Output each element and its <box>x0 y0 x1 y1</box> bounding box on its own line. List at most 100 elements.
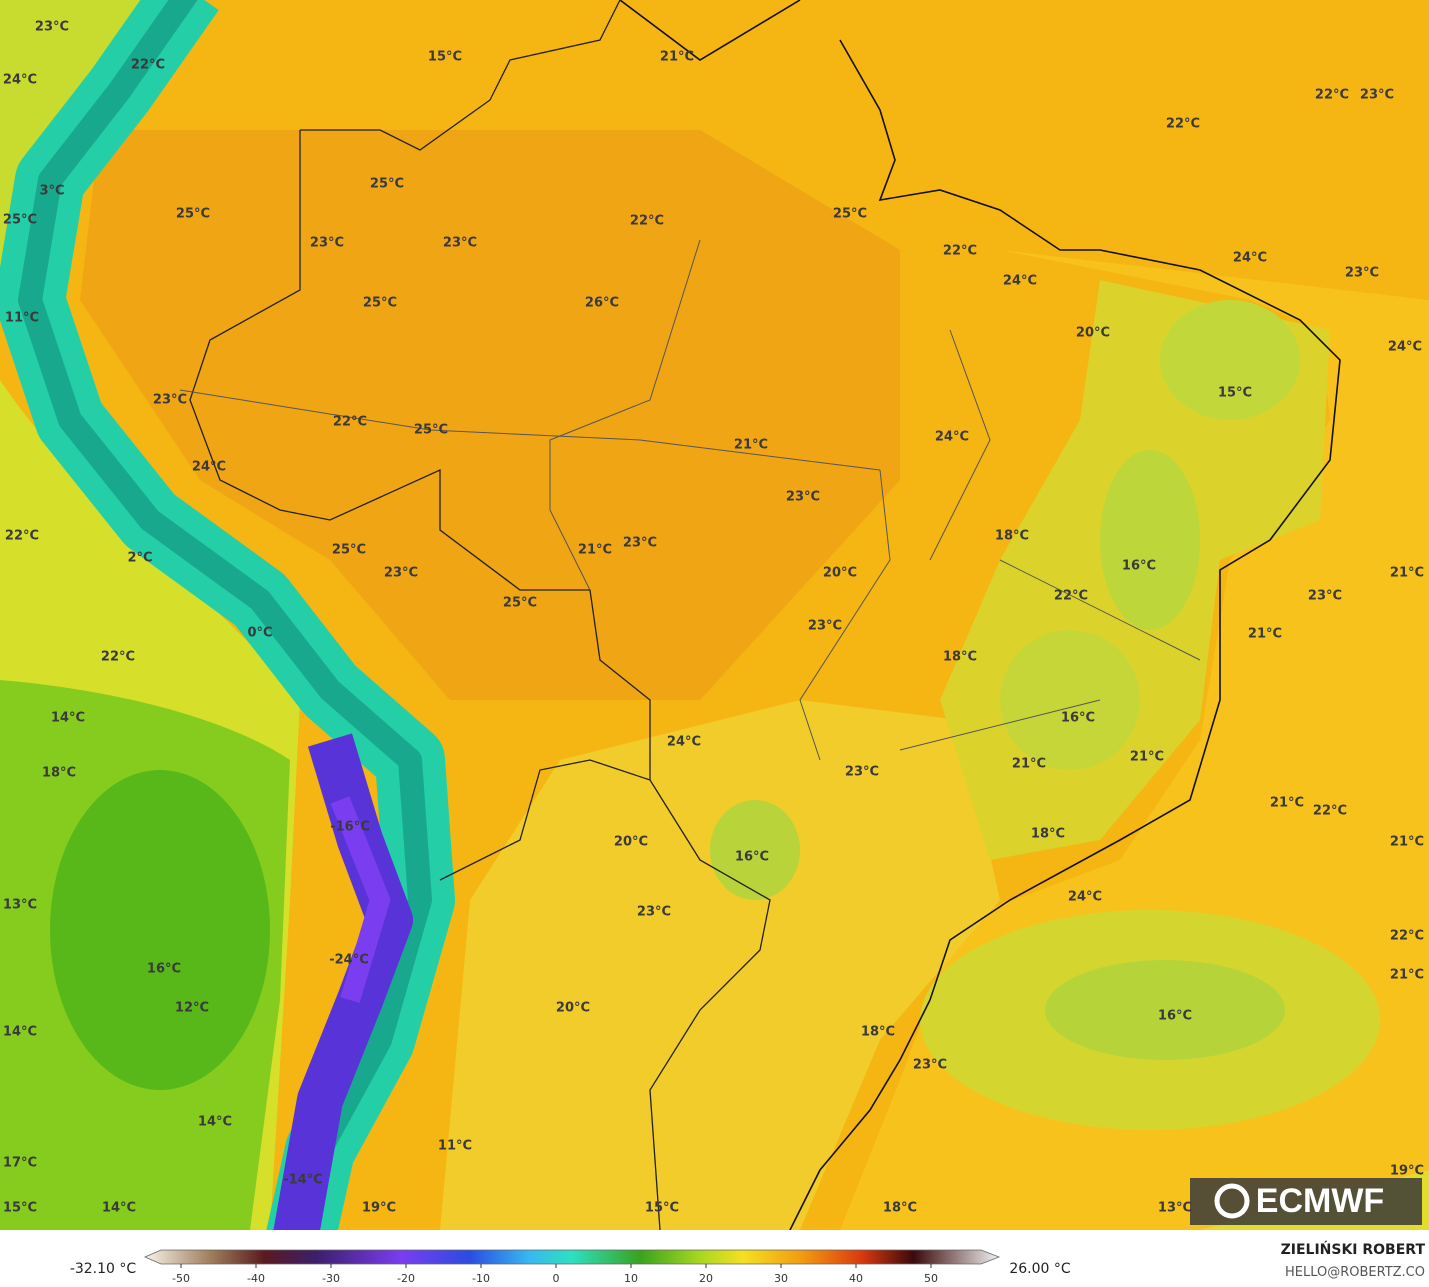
colorbar-tick-label: 10 <box>624 1272 638 1285</box>
temperature-label: 13°C <box>3 898 37 913</box>
temperature-label: 23°C <box>384 566 418 581</box>
temperature-label: 11°C <box>438 1139 472 1154</box>
temperature-label: 21°C <box>660 50 694 65</box>
temperature-label: 23°C <box>637 905 671 920</box>
colorbar-tick-label: -20 <box>397 1272 415 1285</box>
temperature-label: 23°C <box>808 619 842 634</box>
temperature-label: 19°C <box>362 1201 396 1216</box>
temperature-label: 18°C <box>943 650 977 665</box>
temperature-label: 23°C <box>845 765 879 780</box>
temperature-label: 21°C <box>1270 796 1304 811</box>
colorbar-tick-label: -10 <box>472 1272 490 1285</box>
temperature-label: 24°C <box>1068 890 1102 905</box>
temperature-label: 19°C <box>1390 1164 1424 1179</box>
temperature-label: 24°C <box>1388 340 1422 355</box>
temperature-label: 24°C <box>192 460 226 475</box>
temperature-label: 17°C <box>3 1156 37 1171</box>
temperature-label: 21°C <box>578 543 612 558</box>
temperature-label: 25°C <box>176 207 210 222</box>
temperature-label: 14°C <box>51 711 85 726</box>
temperature-label: -24°C <box>329 953 369 968</box>
temperature-label: 25°C <box>3 213 37 228</box>
coastline <box>619 0 1341 1230</box>
temperature-label: 25°C <box>414 423 448 438</box>
temperature-label: 22°C <box>333 415 367 430</box>
colorbar-tick-label: 0 <box>553 1272 560 1285</box>
temperature-label: 16°C <box>735 850 769 865</box>
temperature-label: 23°C <box>443 236 477 251</box>
temperature-label: 21°C <box>1390 566 1424 581</box>
temperature-label: 15°C <box>3 1201 37 1216</box>
temperature-label: 18°C <box>995 529 1029 544</box>
temperature-label: 23°C <box>310 236 344 251</box>
temperature-label: 22°C <box>943 244 977 259</box>
temperature-label: 23°C <box>35 20 69 35</box>
temperature-label: 24°C <box>3 73 37 88</box>
temperature-label: 14°C <box>198 1115 232 1130</box>
temperature-label: 22°C <box>1054 589 1088 604</box>
temperature-label: 14°C <box>3 1025 37 1040</box>
temperature-label: 18°C <box>861 1025 895 1040</box>
temperature-label: 11°C <box>5 311 39 326</box>
temperature-label: 21°C <box>1130 750 1164 765</box>
temperature-label: 21°C <box>1390 835 1424 850</box>
colorbar-tick-label: -50 <box>172 1272 190 1285</box>
temperature-label: 22°C <box>630 214 664 229</box>
colorbar-tick-label: 20 <box>699 1272 713 1285</box>
temperature-label: 23°C <box>913 1058 947 1073</box>
temperature-label: 26°C <box>585 296 619 311</box>
temperature-label: 18°C <box>1031 827 1065 842</box>
temperature-label: 22°C <box>1313 804 1347 819</box>
temperature-label: 22°C <box>1390 929 1424 944</box>
temperature-label: 2°C <box>127 551 152 566</box>
temperature-label: 25°C <box>363 296 397 311</box>
colorbar-tick-label: 50 <box>924 1272 938 1285</box>
temperature-label: -14°C <box>283 1173 323 1188</box>
temperature-label: 22°C <box>1315 88 1349 103</box>
temperature-label: 18°C <box>42 766 76 781</box>
temperature-label: 20°C <box>823 566 857 581</box>
colorbar-min: -32.10 °C <box>70 1261 137 1277</box>
temperature-label: 23°C <box>623 536 657 551</box>
temperature-label: 3°C <box>39 184 64 199</box>
colorbar-tick-label: 30 <box>774 1272 788 1285</box>
temperature-label: 23°C <box>1360 88 1394 103</box>
temperature-label: 25°C <box>833 207 867 222</box>
colorbar-tick-label: 40 <box>849 1272 863 1285</box>
temperature-label: 16°C <box>1158 1009 1192 1024</box>
colorbar-tick-label: -30 <box>322 1272 340 1285</box>
state-lines <box>179 239 1201 761</box>
temperature-label: 21°C <box>1390 968 1424 983</box>
temperature-label: 15°C <box>1218 386 1252 401</box>
colorbar <box>144 1249 1001 1265</box>
temperature-label: 13°C <box>1158 1201 1192 1216</box>
temperature-label: 24°C <box>935 430 969 445</box>
colorbar-max: 26.00 °C <box>1009 1261 1071 1277</box>
temperature-label: 20°C <box>614 835 648 850</box>
temperature-label: 22°C <box>5 529 39 544</box>
temperature-label: 23°C <box>153 393 187 408</box>
temperature-label: 20°C <box>1076 326 1110 341</box>
temperature-label: 16°C <box>147 962 181 977</box>
temperature-label: 24°C <box>1003 274 1037 289</box>
temperature-label: 16°C <box>1061 711 1095 726</box>
temperature-label: 12°C <box>175 1001 209 1016</box>
temperature-label: 25°C <box>503 596 537 611</box>
temperature-label: 23°C <box>786 490 820 505</box>
logo-icon <box>1214 1183 1250 1219</box>
borders <box>189 0 771 1230</box>
temperature-label: 25°C <box>332 543 366 558</box>
temperature-label: 18°C <box>883 1201 917 1216</box>
temperature-label: 24°C <box>667 735 701 750</box>
temperature-label: 15°C <box>428 50 462 65</box>
temperature-label: 22°C <box>131 58 165 73</box>
temperature-label: 16°C <box>1122 559 1156 574</box>
colorbar-tick-label: -40 <box>247 1272 265 1285</box>
temperature-label: 22°C <box>101 650 135 665</box>
temperature-label: 0°C <box>247 626 272 641</box>
temperature-label: -16°C <box>330 820 370 835</box>
temperature-label: 23°C <box>1308 589 1342 604</box>
contact: HELLO@ROBERTZ.CO <box>1285 1265 1425 1280</box>
